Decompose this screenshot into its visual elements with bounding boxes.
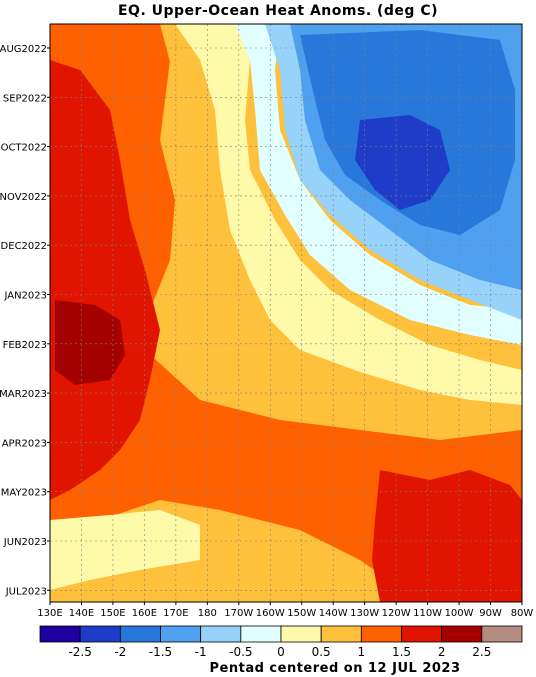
colorbar-label: -1 (195, 645, 207, 659)
contour-dark-blue (355, 115, 450, 210)
y-tick-label: SEP2022 (3, 93, 47, 104)
colorbar-label: -2.5 (68, 645, 91, 659)
x-tick-label: 140W (319, 608, 348, 619)
x-tick-label: 160E (132, 608, 157, 619)
colorbar (39, 625, 523, 643)
colorbar-swatch (401, 625, 443, 643)
x-tick-label: 170W (224, 608, 253, 619)
x-tick-label: 130W (350, 608, 379, 619)
contour-fills (50, 24, 522, 602)
colorbar-swatch (240, 625, 282, 643)
colorbar-swatch (160, 625, 202, 643)
colorbar-label: 0.5 (312, 645, 331, 659)
chart-footer: Pentad centered on 12 JUL 2023 (210, 661, 461, 676)
grid-lines (50, 24, 522, 602)
y-tick-label: JUL2023 (5, 586, 47, 597)
colorbar-swatch (320, 625, 362, 643)
colorbar-swatch (360, 625, 402, 643)
x-tick-label: 120W (382, 608, 411, 619)
x-tick-label: 130E (37, 608, 62, 619)
x-tick-label: 150E (100, 608, 125, 619)
x-tick-label: 160W (256, 608, 285, 619)
contour-yellow-orange-band (160, 24, 522, 428)
colorbar-swatch (280, 625, 322, 643)
y-axis: AUG2022 SEP2022 OCT2022 NOV2022 DEC2022 JAN20… (0, 44, 50, 597)
x-tick-label: 100W (445, 608, 474, 619)
x-tick-label: 180 (198, 608, 217, 619)
x-tick-label: 140E (69, 608, 94, 619)
contour-orange-west (50, 24, 522, 602)
y-tick-label: JUN2023 (3, 537, 47, 548)
y-tick-label: OCT2022 (1, 143, 47, 154)
colorbar-swatch (481, 625, 523, 643)
colorbar-label: -2 (114, 645, 126, 659)
colorbar-label: -0.5 (229, 645, 252, 659)
colorbar-label: -1.5 (149, 645, 172, 659)
colorbar-swatch (119, 625, 161, 643)
contour-pale-yellow (175, 24, 522, 405)
colorbar-label: 0 (277, 645, 285, 659)
colorbar-swatch (39, 625, 81, 643)
colorbar-label: 2 (438, 645, 446, 659)
x-tick-label: 90W (479, 608, 502, 619)
contour-red-west (50, 60, 160, 500)
x-tick-label: 110W (413, 608, 442, 619)
colorbar-swatch (79, 625, 121, 643)
colorbar-swatch (200, 625, 242, 643)
colorbar-label: 2.5 (472, 645, 491, 659)
chart-title: EQ. Upper-Ocean Heat Anoms. (deg C) (118, 3, 438, 19)
x-tick-label: 150W (287, 608, 316, 619)
colorbar-labels: -2.5 -2 -1.5 -1 -0.5 0 0.5 1 1.5 2 2.5 (68, 645, 491, 659)
y-tick-label: FEB2023 (3, 340, 47, 351)
x-axis: 130E 140E 150E 160E 170E 180 170W 160W 150W 140W 1… (37, 602, 533, 619)
y-tick-label: MAY2023 (1, 488, 47, 499)
y-tick-label: DEC2022 (1, 241, 47, 252)
colorbar-label: 1.5 (392, 645, 411, 659)
colorbar-swatch (441, 625, 483, 643)
y-tick-label: JAN2023 (3, 291, 47, 302)
contour-red-blob-jun (440, 540, 510, 602)
y-tick-label: APR2023 (2, 438, 47, 449)
x-tick-label: 80W (511, 608, 534, 619)
contour-pale-cyan (235, 24, 522, 345)
y-tick-label: MAR2023 (0, 389, 47, 400)
y-tick-label: AUG2022 (0, 44, 47, 55)
contour-pale-yellow-south (50, 510, 200, 590)
colorbar-label: 1 (358, 645, 366, 659)
plot-frame (49, 23, 523, 603)
y-tick-label: NOV2022 (0, 192, 47, 203)
x-tick-label: 170E (163, 608, 188, 619)
contour-dark-red-blob (55, 300, 125, 385)
